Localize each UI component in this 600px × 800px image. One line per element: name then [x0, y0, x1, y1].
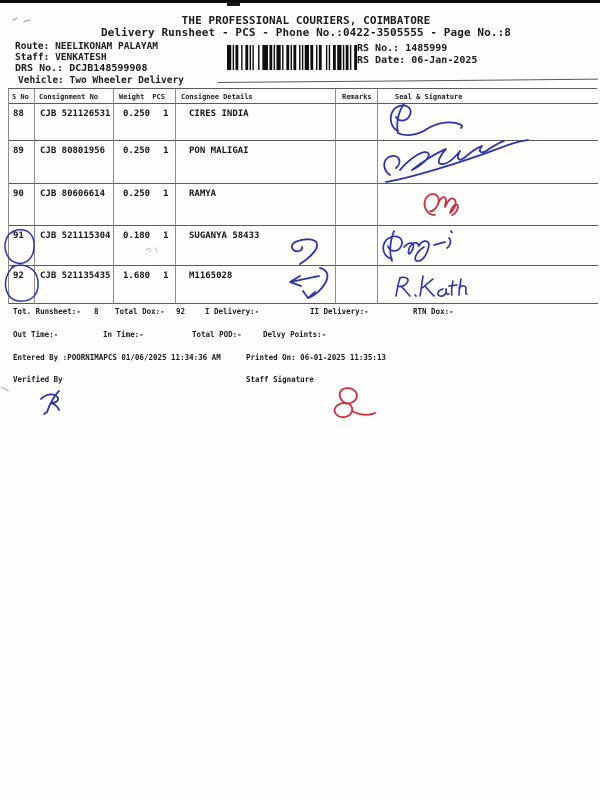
verified-by-signature	[40, 390, 60, 415]
route-value: NEELIKONAM PALAYAM	[55, 41, 159, 52]
cell-weight-pcs: 0.250 1	[114, 141, 176, 184]
scan-artifact-top-strip	[0, 0, 600, 4]
cell-consignment: CJB 521115304	[35, 226, 114, 266]
col-header-weight: Weight	[119, 92, 145, 101]
cell-remarks	[336, 141, 378, 184]
runsheet-table: S No Consignment No Weight PCS Consignee …	[8, 88, 598, 304]
cell-seal	[378, 226, 598, 266]
cell-seal	[378, 141, 598, 184]
route-line: Route: NEELIKONAM PALAYAM	[15, 41, 158, 52]
cell-pcs: 1	[163, 231, 169, 241]
rs-no-line: RS No.: 1485999	[357, 43, 447, 54]
entered-by-line: Entered By :POORNIMAPCS 01/06/2025 11:34…	[13, 353, 221, 362]
cell-weight: 0.250	[123, 109, 151, 119]
col-header-consignment: Consignment No	[35, 89, 114, 104]
cell-pcs: 1	[163, 146, 169, 156]
rs-date-value: 06-Jan-2025	[411, 55, 478, 66]
drs-label: DRS No.:	[15, 63, 64, 74]
cell-remarks	[336, 266, 378, 304]
cell-pcs: 1	[163, 189, 169, 199]
rs-date-label: RS Date:	[357, 55, 406, 66]
cell-weight-pcs: 0.250 1	[114, 184, 176, 226]
rs-no-label: RS No.:	[357, 43, 400, 54]
col-header-consignee: Consignee Details	[176, 89, 336, 104]
cell-weight: 0.250	[123, 146, 151, 156]
cell-seal	[378, 184, 598, 226]
cell-consignee: CIRES INDIA	[176, 104, 336, 141]
cell-consignee: SUGANYA 58433	[176, 226, 336, 266]
staff-signature-label: Staff Signature	[246, 375, 314, 384]
cell-pcs: 1	[163, 109, 169, 119]
cell-s-no: 92	[9, 266, 35, 304]
cell-seal	[378, 266, 598, 304]
staff-line: Staff: VENKATESH	[15, 52, 107, 63]
staff-signature-ink	[333, 387, 376, 418]
col-header-seal: Seal & Signature	[378, 89, 598, 104]
cell-s-no: 90	[9, 184, 35, 226]
printed-on-line: Printed On: 06-01-2025 11:35:13	[246, 353, 386, 362]
total-pod-label: Total POD:-	[192, 330, 242, 339]
col-header-s-no: S No	[9, 89, 35, 104]
tot-runsheet-label: Tot. Runsheet:-	[13, 307, 81, 316]
cell-s-no: 88	[9, 104, 35, 141]
rs-date-line: RS Date: 06-Jan-2025	[357, 55, 477, 66]
col-header-remarks: Remarks	[336, 89, 378, 104]
vehicle-value: Two Wheeler Delivery	[69, 75, 184, 86]
barcode	[227, 45, 357, 70]
cell-weight: 0.180	[123, 231, 151, 241]
cell-consignment: CJB 80801956	[35, 141, 114, 184]
cell-weight: 1.680	[123, 271, 151, 281]
tot-runsheet-value: 8	[94, 307, 99, 316]
vehicle-label: Vehicle:	[18, 75, 64, 86]
cell-remarks	[336, 184, 378, 226]
company-title: THE PROFESSIONAL COURIERS, COIMBATORE	[181, 14, 431, 27]
cell-consignee: M1165028	[176, 266, 336, 304]
cell-weight-pcs: 0.180 1	[114, 226, 176, 266]
col-header-pcs: PCS	[152, 92, 165, 101]
col-header-weight-pcs: Weight PCS	[114, 89, 176, 104]
drs-line: DRS No.: DCJB148599908	[15, 63, 147, 74]
cell-consignment: CJB 521126531	[35, 104, 114, 141]
out-time-label: Out Time:-	[13, 330, 59, 339]
cell-remarks	[336, 104, 378, 141]
cell-s-no: 91	[9, 226, 35, 266]
ii-delivery-label: II Delivery:-	[310, 307, 369, 316]
verified-by-label: Verified By	[13, 375, 63, 384]
scan-smudge-left-margin	[1, 386, 9, 392]
vehicle-line: Vehicle: Two Wheeler Delivery	[18, 75, 184, 86]
cell-consignment: CJB 80606614	[35, 184, 114, 226]
delvy-points-label: Delvy Points:-	[263, 330, 327, 339]
rs-no-value: 1485999	[405, 43, 448, 54]
runsheet-subtitle: Delivery Runsheet - PCS - Phone No.:0422…	[100, 26, 512, 39]
cell-s-no: 89	[9, 141, 35, 184]
cell-weight-pcs: 0.250 1	[114, 104, 176, 141]
scan-artifact-blip	[227, 3, 240, 6]
cell-consignee: RAMYA	[176, 184, 336, 226]
cell-consignee: PON MALIGAI	[176, 141, 336, 184]
route-label: Route:	[15, 41, 50, 52]
rtn-dox-label: RTN Dox:-	[413, 307, 454, 316]
scan-skewed-rule	[217, 78, 598, 84]
staff-value: VENKATESH	[55, 52, 107, 63]
cell-seal	[378, 104, 598, 141]
in-time-label: In Time:-	[103, 330, 144, 339]
i-delivery-label: I Delivery:-	[205, 307, 260, 316]
cell-remarks	[336, 226, 378, 266]
drs-value: DCJB148599908	[69, 63, 148, 74]
cell-weight-pcs: 1.680 1	[114, 266, 176, 304]
cell-weight: 0.250	[123, 189, 151, 199]
cell-consignment: CJB 521135435	[35, 266, 114, 304]
total-dox-value: 92	[176, 307, 186, 316]
staff-label: Staff:	[15, 52, 50, 63]
total-dox-label: Total Dox:-	[115, 307, 165, 316]
cell-pcs: 1	[163, 271, 169, 281]
